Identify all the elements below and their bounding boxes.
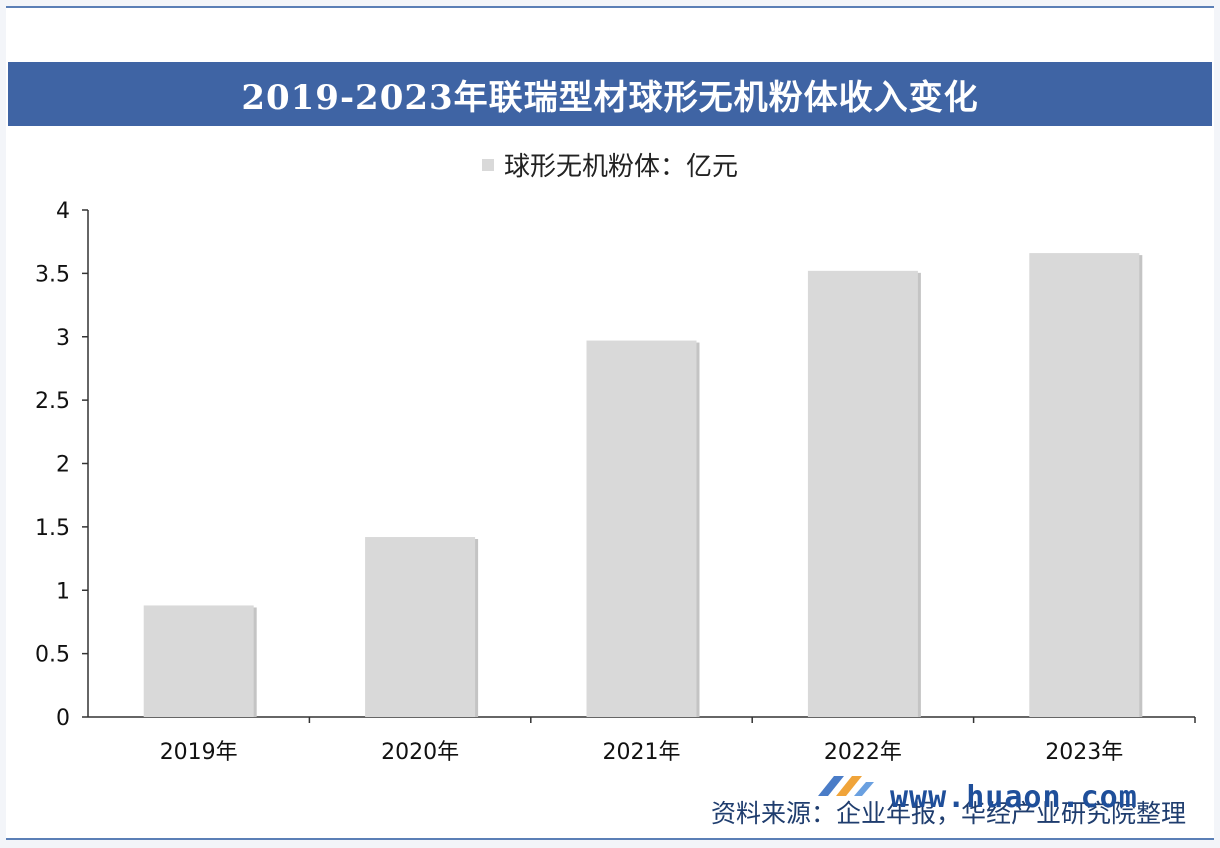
title-bar: 2019-2023年联瑞型材球形无机粉体收入变化 [8,62,1212,126]
y-tick-label: 2 [56,453,70,478]
bar-2023年 [1029,253,1140,717]
legend-label: 球形无机粉体：亿元 [503,152,738,182]
y-tick-label: 0 [56,706,70,731]
y-tick-label: 4 [56,199,70,224]
chart-title: 2019-2023年联瑞型材球形无机粉体收入变化 [241,77,979,118]
y-tick-label: 2.5 [35,389,70,414]
bar-2019年 [143,605,254,717]
y-tick-label: 3.5 [35,262,70,287]
x-tick-label: 2020年 [381,740,459,765]
bar-2021年 [586,340,697,717]
bar-2020年 [365,537,476,717]
y-tick-label: 3 [56,326,70,351]
bar-2022年 [807,270,918,717]
legend: 球形无机粉体：亿元 [0,146,1220,183]
x-tick-label: 2019年 [160,740,238,765]
y-tick-label: 1.5 [35,516,70,541]
source-note: 资料来源：企业年报，华经产业研究院整理 [710,799,1186,828]
x-tick-label: 2021年 [603,740,681,765]
y-tick-label: 0.5 [35,643,70,668]
huaon-logo-icon [818,776,874,796]
y-tick-label: 1 [56,579,70,604]
x-tick-label: 2023年 [1045,740,1123,765]
legend-swatch [481,158,494,171]
x-tick-label: 2022年 [824,740,902,765]
site-url: www.huaon.com [890,780,1138,815]
footer: 资料来源：企业年报，华经产业研究院整理 [8,782,1212,836]
